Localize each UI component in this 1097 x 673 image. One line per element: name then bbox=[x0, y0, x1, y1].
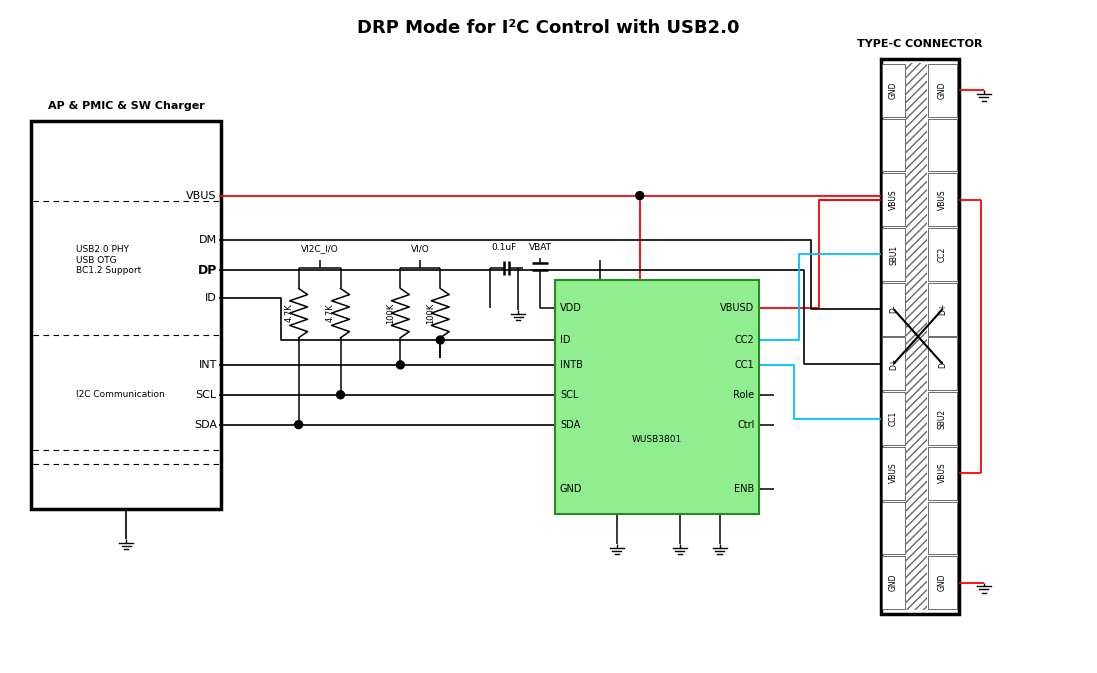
Text: VI/O: VI/O bbox=[411, 244, 430, 253]
Bar bbox=[928, 337, 957, 390]
Ellipse shape bbox=[337, 391, 344, 398]
Bar bbox=[906, 63, 927, 610]
Text: SDA: SDA bbox=[194, 420, 217, 429]
Text: VBUS: VBUS bbox=[938, 190, 947, 210]
Text: D+: D+ bbox=[938, 303, 947, 315]
Bar bbox=[882, 119, 905, 172]
Ellipse shape bbox=[396, 361, 405, 369]
Text: VBUS: VBUS bbox=[186, 190, 217, 201]
Text: SBU2: SBU2 bbox=[938, 409, 947, 429]
Text: VBAT: VBAT bbox=[529, 244, 552, 252]
Bar bbox=[928, 174, 957, 226]
Ellipse shape bbox=[437, 336, 444, 344]
Bar bbox=[928, 556, 957, 609]
Text: ID: ID bbox=[205, 293, 217, 303]
Text: Role: Role bbox=[734, 390, 755, 400]
Text: D+: D+ bbox=[890, 358, 898, 370]
Text: SDA: SDA bbox=[559, 420, 580, 429]
Bar bbox=[882, 392, 905, 445]
Text: CC2: CC2 bbox=[735, 335, 755, 345]
Text: I2C Communication: I2C Communication bbox=[76, 390, 165, 399]
Bar bbox=[882, 447, 905, 499]
Text: INTB: INTB bbox=[559, 360, 583, 370]
Text: 100K: 100K bbox=[386, 302, 395, 324]
Bar bbox=[882, 556, 905, 609]
Text: GND: GND bbox=[559, 485, 583, 495]
Text: 0.1uF: 0.1uF bbox=[491, 244, 517, 252]
Text: GND: GND bbox=[938, 574, 947, 592]
Text: VBUSD: VBUSD bbox=[721, 303, 755, 313]
Text: VBUS: VBUS bbox=[938, 463, 947, 483]
Text: 4.7K: 4.7K bbox=[326, 304, 335, 322]
Text: SBU1: SBU1 bbox=[890, 244, 898, 264]
Ellipse shape bbox=[295, 421, 303, 429]
Text: GND: GND bbox=[890, 81, 898, 99]
Text: DRP Mode for I²C Control with USB2.0: DRP Mode for I²C Control with USB2.0 bbox=[357, 20, 739, 37]
Text: INT: INT bbox=[199, 360, 217, 370]
Bar bbox=[928, 447, 957, 499]
Text: ID: ID bbox=[559, 335, 570, 345]
Text: VI2C_I/O: VI2C_I/O bbox=[301, 244, 339, 253]
Text: USB2.0 PHY
USB OTG
BC1.2 Support: USB2.0 PHY USB OTG BC1.2 Support bbox=[76, 246, 142, 275]
Bar bbox=[882, 501, 905, 554]
Text: D-: D- bbox=[938, 359, 947, 368]
Text: CC2: CC2 bbox=[938, 247, 947, 262]
Text: CC1: CC1 bbox=[735, 360, 755, 370]
Bar bbox=[555, 280, 759, 514]
Text: AP & PMIC & SW Charger: AP & PMIC & SW Charger bbox=[47, 101, 204, 111]
Bar bbox=[882, 174, 905, 226]
Text: DM: DM bbox=[199, 236, 217, 246]
Text: 100K: 100K bbox=[426, 302, 434, 324]
Text: DP: DP bbox=[197, 264, 217, 277]
Text: WUSB3801: WUSB3801 bbox=[632, 435, 682, 444]
Text: SCL: SCL bbox=[559, 390, 578, 400]
Bar bbox=[882, 64, 905, 117]
Text: GND: GND bbox=[938, 81, 947, 99]
Bar bbox=[928, 501, 957, 554]
Text: VDD: VDD bbox=[559, 303, 581, 313]
Ellipse shape bbox=[636, 192, 644, 200]
Bar bbox=[881, 59, 959, 614]
Bar bbox=[928, 283, 957, 336]
Text: Ctrl: Ctrl bbox=[737, 420, 755, 429]
Text: TYPE-C CONNECTOR: TYPE-C CONNECTOR bbox=[858, 39, 983, 49]
Text: SCL: SCL bbox=[195, 390, 217, 400]
Text: GND: GND bbox=[890, 574, 898, 592]
Text: 4.7K: 4.7K bbox=[284, 304, 293, 322]
Bar bbox=[928, 119, 957, 172]
Text: VBUS: VBUS bbox=[890, 463, 898, 483]
Text: VBUS: VBUS bbox=[890, 190, 898, 210]
Bar bbox=[882, 337, 905, 390]
Text: D-: D- bbox=[890, 305, 898, 314]
Text: ENB: ENB bbox=[734, 485, 755, 495]
Bar bbox=[928, 64, 957, 117]
Bar bbox=[928, 392, 957, 445]
Bar bbox=[882, 228, 905, 281]
Text: CC1: CC1 bbox=[890, 411, 898, 426]
Bar bbox=[32, 121, 220, 509]
Bar bbox=[928, 228, 957, 281]
Bar bbox=[882, 283, 905, 336]
